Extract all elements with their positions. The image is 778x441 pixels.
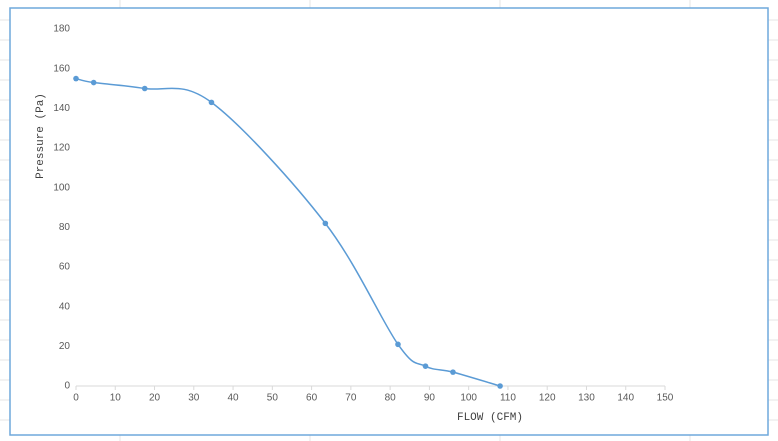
x-tick-label: 70	[345, 393, 357, 404]
y-tick-label: 140	[53, 103, 70, 114]
x-tick-label: 140	[617, 393, 634, 404]
x-axis-title: FLOW (CFM)	[457, 412, 523, 424]
marker	[141, 85, 148, 92]
marker	[422, 363, 429, 369]
marker	[395, 341, 401, 348]
y-tick-label: 20	[59, 341, 71, 352]
x-tick-label: 30	[188, 393, 200, 404]
x-tick-label: 110	[500, 393, 516, 404]
x-tick-label: 60	[306, 393, 318, 404]
marker	[322, 220, 329, 227]
y-tick-label: 0	[64, 381, 70, 392]
x-tick-label: 40	[228, 393, 240, 404]
y-tick-label: 40	[59, 301, 71, 312]
y-tick-label: 60	[59, 262, 71, 273]
x-tick-label: 150	[657, 393, 674, 404]
x-tick-label: 130	[578, 393, 595, 404]
marker	[208, 99, 215, 106]
y-tick-label: 180	[53, 24, 70, 35]
y-axis-title: Pressure (Pa)	[35, 93, 47, 179]
y-tick-label: 120	[53, 143, 70, 154]
y-tick-label: 80	[59, 222, 71, 233]
x-tick-label: 10	[110, 393, 122, 404]
x-tick-label: 90	[424, 393, 436, 404]
marker	[90, 79, 97, 86]
x-tick-label: 50	[267, 393, 279, 404]
x-tick-label: 100	[460, 393, 477, 404]
x-tick-label: 80	[385, 393, 397, 404]
y-tick-label: 160	[53, 63, 70, 74]
x-tick-label: 120	[539, 393, 556, 404]
x-tick-label: 0	[73, 393, 79, 404]
chart-area	[9, 7, 769, 436]
marker	[450, 369, 456, 375]
marker	[73, 75, 79, 82]
x-tick-label: 20	[149, 393, 161, 404]
marker	[497, 383, 503, 389]
y-tick-label: 100	[53, 182, 70, 193]
